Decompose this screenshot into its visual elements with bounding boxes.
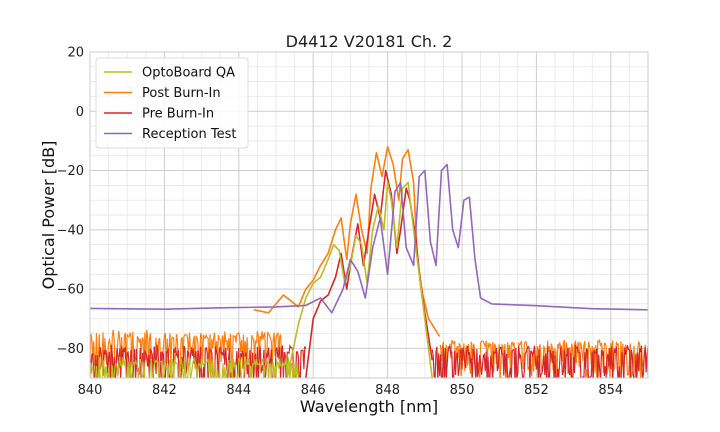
plot-frame: [89, 51, 649, 379]
x-tick-label: 846: [301, 383, 326, 398]
series-reception-test: [90, 163, 648, 314]
y-tick-label: −40: [57, 223, 84, 238]
series-group: [90, 146, 648, 378]
x-axis-ticks: 840 842 844 846 848 850 852 854: [78, 383, 624, 398]
x-tick-label: 844: [226, 383, 251, 398]
legend-label: Reception Test: [142, 127, 236, 142]
y-tick-label: −80: [57, 342, 84, 357]
x-tick-label: 840: [78, 383, 103, 398]
x-tick-label: 842: [152, 383, 177, 398]
y-tick-label: 0: [76, 105, 84, 120]
x-axis-label: Wavelength [nm]: [300, 397, 438, 416]
x-tick-label: 850: [450, 383, 475, 398]
x-tick-label: 852: [524, 383, 549, 398]
legend-box: [95, 57, 249, 149]
series-noise-left: [90, 355, 299, 378]
y-axis-ticks: 20 0 −20 −40 −60 −80: [57, 46, 84, 357]
legend: OptoBoard QA Post Burn-In Pre Burn-In Recep…: [95, 57, 249, 149]
y-tick-label: −60: [57, 283, 84, 298]
chart-title: D4412 V20181 Ch. 2: [286, 32, 453, 51]
y-axis-label: Optical Power [dB]: [39, 141, 58, 290]
series-line: [90, 163, 648, 314]
x-tick-label: 848: [375, 383, 400, 398]
y-tick-label: 20: [67, 46, 84, 61]
series-noise-right: [431, 344, 648, 378]
y-tick-label: −20: [57, 164, 84, 179]
legend-label: Pre Burn-In: [142, 107, 214, 122]
legend-label: Post Burn-In: [142, 86, 221, 101]
legend-label: OptoBoard QA: [142, 66, 235, 81]
x-tick-label: 854: [598, 383, 623, 398]
